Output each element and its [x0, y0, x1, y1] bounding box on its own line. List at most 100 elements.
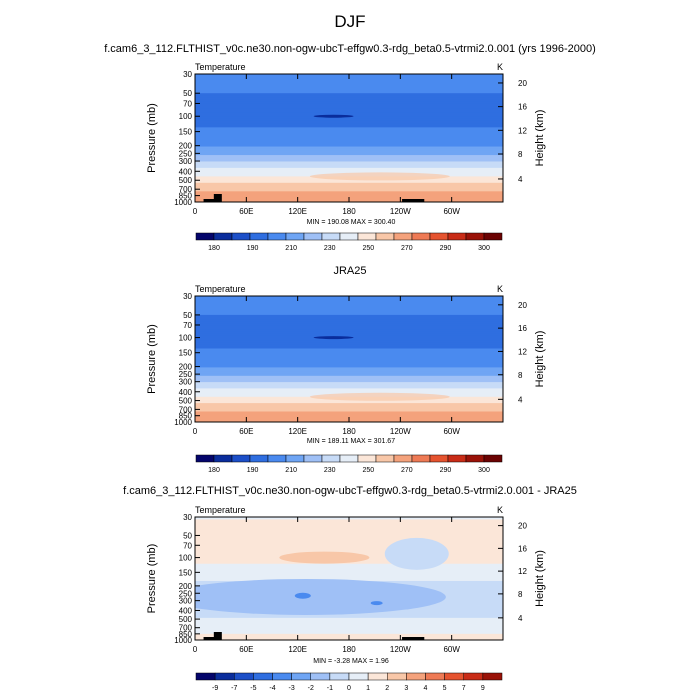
contour-band	[195, 91, 503, 94]
colorbar-swatch	[195, 454, 215, 463]
tropopause-patch	[313, 114, 354, 118]
y2-axis-title: Height (km)	[534, 110, 546, 167]
colorbar-label: 300	[478, 245, 490, 252]
contour-band	[195, 144, 503, 148]
contour-band	[195, 302, 503, 305]
contour-band	[195, 304, 503, 308]
panel2-title: JRA25	[333, 265, 367, 277]
colorbar-swatch	[483, 232, 503, 241]
y2-tick-label: 20	[518, 79, 527, 88]
contour-band	[195, 127, 503, 131]
y-tick-label: 150	[179, 568, 193, 577]
contour-band	[195, 317, 503, 320]
colorbar-label: -4	[269, 685, 275, 692]
contour-band	[195, 314, 503, 318]
contour-band	[195, 365, 503, 368]
contour-band	[195, 187, 503, 190]
colorbar-swatch	[357, 232, 377, 241]
stats-label: MIN = 189.11 MAX = 301.67	[307, 438, 395, 445]
y2-tick-label: 8	[518, 590, 523, 599]
y-tick-label: 700	[179, 405, 193, 414]
contour-band	[195, 180, 503, 184]
colorbar-swatch	[447, 232, 467, 241]
contour-band	[195, 409, 503, 413]
figure-title: DJF	[334, 12, 366, 31]
colorbar-swatch	[463, 672, 484, 681]
contour-band	[195, 321, 503, 324]
contour-band	[195, 99, 503, 103]
contour-band	[195, 152, 503, 156]
x-tick-label: 60W	[443, 645, 460, 654]
contour-band	[195, 103, 503, 107]
x-tick-label: 0	[193, 207, 198, 216]
colorbar-label: -2	[308, 685, 314, 692]
colorbar-swatch	[393, 232, 413, 241]
colorbar-swatch	[447, 454, 467, 463]
contour-band	[195, 131, 503, 135]
y-tick-label: 30	[183, 292, 192, 301]
colorbar-swatch	[321, 454, 341, 463]
contour-band	[195, 308, 503, 312]
y-axis-title: Pressure (mb)	[146, 103, 158, 173]
colorbar-swatch	[411, 232, 431, 241]
contour-band	[195, 367, 503, 371]
temperature-field	[195, 517, 503, 640]
diff-cold-core	[370, 601, 383, 606]
warm-lens	[309, 172, 450, 181]
temperature-field	[195, 74, 503, 202]
colorbar-swatch	[272, 672, 292, 681]
colorbar-swatch	[291, 672, 311, 681]
colorbar-label: 230	[324, 467, 336, 474]
topography	[203, 199, 221, 202]
contour-band	[195, 140, 503, 143]
y2-tick-label: 12	[518, 347, 527, 356]
colorbar-swatch	[195, 232, 215, 241]
y-tick-label: 100	[179, 334, 193, 343]
colorbar-label: 210	[285, 467, 297, 474]
y-tick-label: 850	[179, 630, 193, 639]
contour-band	[195, 159, 503, 163]
contour-band	[195, 333, 503, 337]
contour-band	[195, 340, 503, 343]
contour-band	[195, 106, 503, 109]
x-tick-label: 120W	[390, 645, 411, 654]
colorbar-swatch	[444, 672, 464, 681]
y2-tick-label: 12	[518, 126, 527, 135]
y-tick-label: 850	[179, 192, 193, 201]
colorbar-swatch	[303, 454, 323, 463]
y-tick-label: 200	[179, 363, 193, 372]
x-tick-label: 60W	[443, 207, 460, 216]
contour-band	[195, 382, 503, 385]
y-tick-label: 50	[183, 531, 192, 540]
colorbar-swatch	[465, 454, 485, 463]
contour-band	[195, 165, 503, 169]
y2-axis-title: Height (km)	[534, 331, 546, 388]
colorbar-label: 4	[424, 685, 428, 692]
y-tick-label: 250	[179, 589, 193, 598]
contour-band	[195, 388, 503, 392]
contour-band	[195, 125, 503, 128]
y-tick-label: 1000	[174, 418, 192, 427]
contour-band	[195, 306, 503, 310]
contour-band	[195, 352, 503, 356]
y-tick-label: 200	[179, 582, 193, 591]
colorbar-swatch	[249, 232, 269, 241]
temperature-field	[195, 296, 503, 422]
colorbar-swatch	[348, 672, 369, 681]
y-tick-label: 1000	[174, 636, 192, 645]
colorbar-label: 290	[440, 245, 452, 252]
colorbar-swatch	[465, 232, 485, 241]
colorbar-swatch	[387, 672, 407, 681]
contour-band	[195, 350, 503, 354]
contour-band	[195, 161, 503, 165]
y-tick-label: 30	[183, 70, 192, 79]
colorbar-swatch	[321, 232, 341, 241]
contour-band	[195, 384, 503, 387]
units-label: K	[497, 505, 503, 515]
contour-band	[195, 405, 503, 408]
contour-band	[195, 380, 503, 383]
contour-band	[195, 148, 503, 152]
x-tick-label: 180	[342, 645, 356, 654]
x-tick-label: 180	[342, 207, 356, 216]
variable-label: Temperature	[195, 284, 246, 294]
